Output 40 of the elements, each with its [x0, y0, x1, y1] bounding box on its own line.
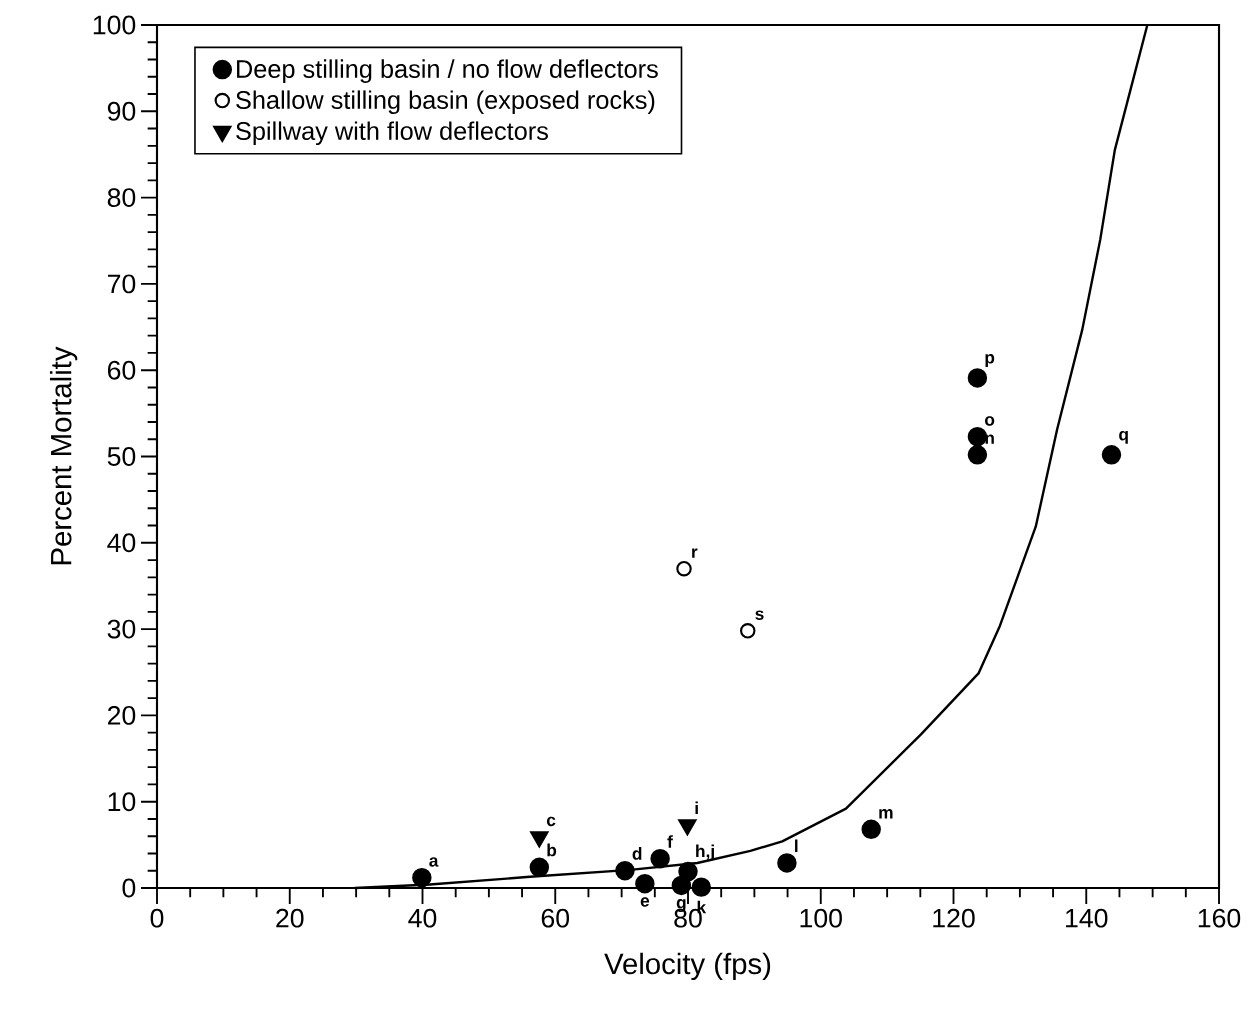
y-tick-label: 70: [107, 274, 136, 294]
y-tick-label: 90: [107, 101, 136, 121]
annotation: h,j: [696, 844, 714, 861]
legend-label: Deep stilling basin / no flow deflectors: [237, 59, 658, 83]
annotation: c: [546, 816, 556, 827]
annotation: f: [667, 835, 673, 848]
annotation: i: [695, 801, 698, 815]
y-tick-label: 20: [107, 705, 136, 725]
y-tick-label: 10: [108, 792, 136, 812]
y-tick-label: 0: [122, 878, 136, 898]
legend-label: Spillway with flow deflectors: [236, 121, 548, 146]
annotation: e: [640, 897, 650, 907]
y-tick-label: 80: [107, 188, 136, 208]
annotation: b: [547, 843, 557, 857]
x-tick-label: 120: [933, 908, 975, 928]
annotation: d: [632, 847, 642, 860]
x-tick-label: 20: [276, 908, 304, 928]
x-tick-label: 160: [1198, 908, 1241, 928]
x-tick-label: 140: [1066, 908, 1108, 928]
annotation: r: [692, 548, 698, 558]
y-tick-label: 60: [107, 360, 136, 380]
x-tick-label: 0: [150, 908, 164, 928]
y-tick-label: 100: [93, 15, 136, 35]
x-axis-title: Velocity (fps): [604, 952, 771, 981]
annotation: a: [429, 857, 439, 867]
x-tick-label: 40: [408, 908, 437, 928]
y-axis-title: Percent Mortality: [49, 346, 78, 565]
annotation: o: [985, 416, 995, 426]
annotation: p: [985, 354, 995, 368]
annotation: s: [755, 610, 764, 620]
annotation: l: [795, 839, 798, 853]
legend-label: Shallow stilling basin (exposed rocks): [236, 90, 655, 114]
y-tick-label: 40: [107, 533, 136, 553]
x-tick-label: 60: [541, 908, 570, 928]
annotation: n: [985, 434, 994, 444]
y-tick-label: 30: [107, 619, 136, 639]
x-tick-label: 100: [800, 908, 842, 928]
y-tick-label: 50: [107, 447, 136, 466]
annotation: q: [1119, 430, 1128, 444]
annotation: m: [879, 809, 893, 819]
